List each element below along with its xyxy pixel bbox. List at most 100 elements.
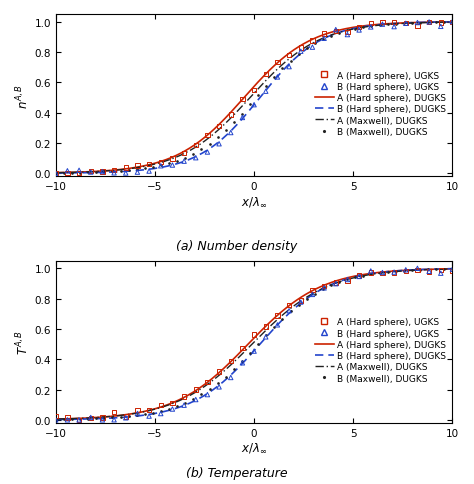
X-axis label: $x/\lambda_\infty$: $x/\lambda_\infty$	[241, 440, 267, 454]
Point	[262, 333, 270, 341]
Point	[75, 167, 83, 175]
Point	[262, 323, 270, 331]
Point	[122, 413, 129, 421]
Point	[134, 162, 141, 170]
Point	[227, 374, 235, 381]
Point	[87, 169, 94, 177]
Point	[273, 59, 281, 67]
Point	[134, 169, 141, 177]
Point	[367, 24, 374, 32]
Point	[332, 28, 339, 36]
Point	[87, 168, 94, 176]
Point	[75, 170, 83, 178]
Point	[75, 416, 83, 424]
Point	[215, 123, 223, 131]
Point	[285, 302, 293, 309]
Point	[390, 269, 398, 276]
Point	[297, 299, 305, 306]
Point	[425, 19, 433, 27]
Point	[379, 269, 386, 277]
Point	[238, 114, 246, 122]
Point	[425, 268, 433, 276]
Point	[87, 414, 94, 422]
Point	[99, 168, 106, 176]
Point	[297, 45, 305, 52]
Point	[320, 283, 328, 290]
Point	[449, 267, 456, 275]
Point	[204, 378, 211, 386]
Point	[134, 410, 141, 418]
Point	[110, 169, 118, 177]
Point	[64, 170, 71, 178]
Point	[273, 74, 281, 82]
Point	[390, 269, 398, 277]
Point	[250, 331, 258, 339]
Point	[367, 269, 374, 277]
Point	[344, 276, 351, 284]
Point	[367, 20, 374, 28]
Point	[110, 408, 118, 416]
Point	[414, 20, 421, 28]
Point	[192, 154, 200, 162]
Point	[52, 412, 60, 420]
Point	[262, 88, 270, 96]
Point	[449, 19, 456, 27]
Point	[75, 416, 83, 424]
Legend: A (Hard sphere), UGKS, B (Hard sphere), UGKS, A (Hard sphere), DUGKS, B (Hard sp: A (Hard sphere), UGKS, B (Hard sphere), …	[314, 70, 448, 138]
Point	[449, 266, 456, 273]
Point	[402, 20, 410, 28]
Point	[449, 19, 456, 27]
Point	[320, 285, 328, 292]
Point	[356, 27, 363, 35]
Point	[344, 277, 351, 285]
Point	[437, 270, 445, 277]
Point	[192, 386, 200, 393]
Point	[238, 359, 246, 367]
Point	[320, 35, 328, 43]
Point	[52, 170, 60, 178]
Point	[169, 162, 176, 169]
Point	[262, 71, 270, 79]
Point	[320, 30, 328, 38]
Point	[356, 273, 363, 281]
Point	[157, 410, 164, 418]
Point	[192, 396, 200, 404]
Point	[402, 20, 410, 28]
Point	[180, 402, 188, 409]
X-axis label: $x/\lambda_\infty$: $x/\lambda_\infty$	[241, 195, 267, 209]
Point	[402, 266, 410, 274]
Point	[390, 19, 398, 27]
Point	[146, 407, 153, 414]
Point	[227, 111, 235, 119]
Point	[169, 399, 176, 407]
Text: (a) Number density: (a) Number density	[176, 240, 298, 253]
Point	[157, 163, 164, 170]
Point	[146, 412, 153, 420]
Point	[180, 150, 188, 157]
Point	[122, 164, 129, 172]
Point	[437, 23, 445, 31]
Point	[402, 268, 410, 275]
Point	[356, 24, 363, 32]
Point	[52, 416, 60, 424]
Point	[285, 52, 293, 60]
Point	[273, 321, 281, 329]
Point	[332, 279, 339, 287]
Point	[309, 38, 316, 45]
Y-axis label: $n^{A,B}$: $n^{A,B}$	[15, 83, 32, 108]
Point	[390, 24, 398, 31]
Point	[192, 141, 200, 149]
Point	[157, 159, 164, 167]
Point	[215, 383, 223, 391]
Point	[204, 391, 211, 399]
Point	[273, 312, 281, 320]
Point	[110, 416, 118, 424]
Point	[157, 402, 164, 409]
Point	[309, 287, 316, 294]
Point	[356, 272, 363, 280]
Point	[215, 368, 223, 376]
Point	[250, 348, 258, 355]
Point	[122, 170, 129, 178]
Point	[52, 170, 60, 178]
Point	[146, 161, 153, 168]
